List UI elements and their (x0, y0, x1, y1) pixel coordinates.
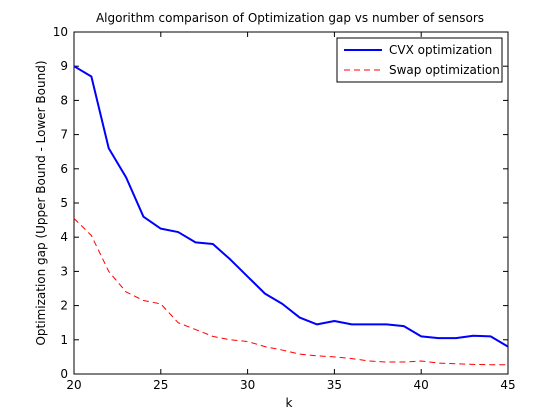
x-tick-label: 30 (240, 378, 255, 392)
x-tick-label: 20 (66, 378, 81, 392)
chart-title: Algorithm comparison of Optimization gap… (96, 11, 484, 25)
series-line-swap (73, 218, 508, 366)
x-tick-label: 45 (500, 378, 515, 392)
legend-label-swap: Swap optimization (389, 63, 500, 77)
y-tick-label: 0 (60, 367, 68, 381)
legend: CVX optimization Swap optimization (336, 37, 503, 83)
y-axis-label: Optimization gap (Upper Bound - Lower Bo… (34, 60, 48, 345)
y-tick-label: 10 (53, 25, 68, 39)
x-tick-label: 40 (414, 378, 429, 392)
y-tick-label: 8 (60, 93, 68, 107)
x-axis-label: k (286, 396, 293, 410)
axes-box (73, 31, 509, 375)
x-tick-label: 25 (153, 378, 168, 392)
y-tick-label: 6 (60, 162, 68, 176)
x-tick-label: 35 (327, 378, 342, 392)
y-tick-label: 5 (60, 196, 68, 210)
y-tick-label: 2 (60, 299, 68, 313)
series-line-cvx (73, 65, 509, 348)
y-tick-label: 1 (60, 333, 68, 347)
legend-box (336, 37, 503, 83)
y-tick-label: 9 (60, 59, 68, 73)
legend-label-cvx: CVX optimization (389, 43, 492, 57)
y-tick-label: 3 (60, 264, 68, 278)
series-layer (73, 65, 509, 366)
y-tick-label: 7 (60, 128, 68, 142)
y-tick-label: 4 (60, 230, 68, 244)
